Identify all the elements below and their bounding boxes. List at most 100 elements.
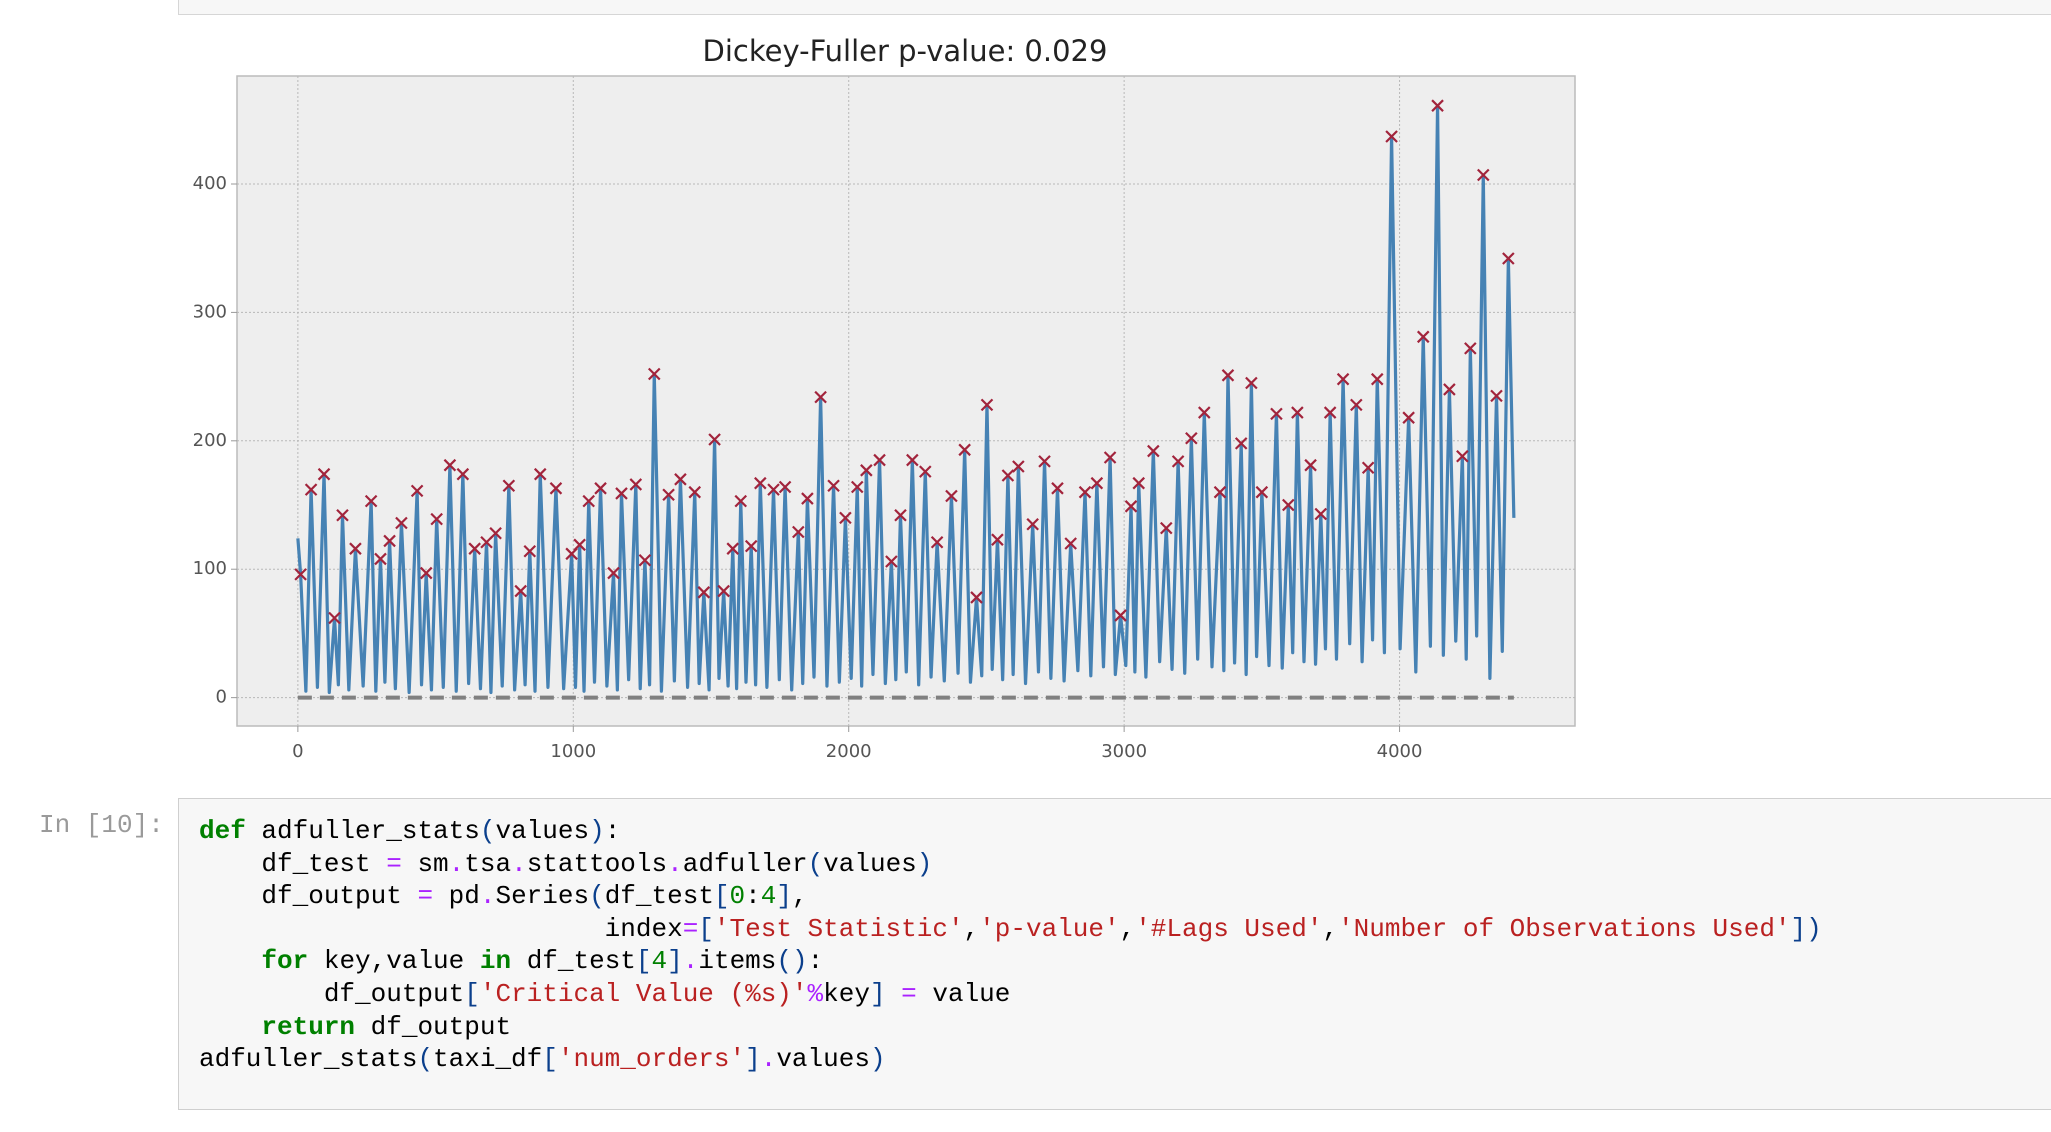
peak-marker <box>662 488 675 502</box>
peak-marker <box>1477 168 1490 182</box>
code-line: for key,value in df_test[4].items(): <box>261 946 824 977</box>
code-line: def adfuller_stats(values): <box>199 816 621 846</box>
peak-marker <box>1064 537 1077 550</box>
x-tick-label: 2000 <box>826 741 872 762</box>
peak-marker <box>328 611 341 625</box>
peak-marker <box>1159 521 1173 535</box>
peak-marker <box>629 478 643 491</box>
peak-marker <box>726 542 740 555</box>
y-tick-label: 400 <box>193 173 227 194</box>
y-tick-label: 100 <box>193 558 227 579</box>
peak-marker <box>615 487 628 500</box>
code-line: df_test = sm.tsa.stattools.adfuller(valu… <box>199 848 933 879</box>
peak-marker <box>1171 455 1185 468</box>
code: def adfuller_stats(values): df_test = sm… <box>199 815 1822 1076</box>
peak-marker <box>443 458 457 472</box>
peak-marker <box>1502 252 1515 265</box>
peak-marker <box>1245 376 1258 390</box>
peak-marker <box>744 539 758 553</box>
peak-marker <box>1314 507 1328 521</box>
peak-marker <box>708 433 721 446</box>
peak-marker <box>582 494 595 508</box>
peak-marker <box>349 542 362 555</box>
chart: Dickey-Fuller p-value: 0.029 0 1000 2000 30… <box>193 34 1576 762</box>
peak-marker <box>1291 406 1304 419</box>
peak-marker <box>860 464 873 477</box>
peak-marker <box>502 479 516 493</box>
peak-marker <box>1001 469 1015 482</box>
peak-marker <box>970 591 983 604</box>
code-line: index=['Test Statistic','p-value','#Lags… <box>199 913 1822 944</box>
peak-marker <box>1370 372 1384 386</box>
peak-marker <box>294 568 307 581</box>
peak-marker <box>1012 460 1025 473</box>
code-cell[interactable]: def adfuller_stats(values): df_test = sm… <box>178 798 2051 1110</box>
peak-marker <box>1213 485 1227 499</box>
peak-marker <box>1234 437 1248 450</box>
peak-marker <box>468 542 481 555</box>
peak-marker <box>1282 498 1295 512</box>
peak-marker <box>1132 476 1146 490</box>
peak-marker <box>364 494 378 508</box>
peak-marker <box>573 538 586 552</box>
chart-title: Dickey-Fuller p-value: 0.029 <box>703 34 1108 68</box>
y-tick-label: 200 <box>193 430 227 451</box>
peak-marker <box>906 453 919 467</box>
peak-marker <box>688 485 702 499</box>
x-tick-label: 4000 <box>1377 741 1423 762</box>
peak-marker <box>1185 431 1198 445</box>
peak-marker <box>717 584 730 598</box>
peak-marker <box>514 584 527 598</box>
peak-marker <box>1350 398 1363 412</box>
peak-marker <box>1323 406 1337 419</box>
peak-marker <box>1090 476 1104 490</box>
peak-marker <box>489 526 502 540</box>
peak-marker <box>336 509 349 522</box>
code-line: df_output = pd.Series(df_test[0:4], <box>199 881 808 912</box>
peak-marker <box>850 480 864 494</box>
peak-marker <box>1385 130 1398 143</box>
peak-marker <box>304 483 318 496</box>
peak-marker <box>767 483 780 496</box>
peak-marker <box>523 544 537 558</box>
peak-marker <box>1402 411 1415 424</box>
x-tick-label: 3000 <box>1101 741 1147 762</box>
peak-marker <box>1304 458 1317 472</box>
peak-marker <box>827 479 840 493</box>
peak-marker <box>873 453 886 467</box>
peak-marker <box>1255 485 1269 499</box>
peak-marker <box>1038 455 1051 468</box>
peak-marker <box>1124 500 1138 513</box>
peak-marker <box>383 534 396 548</box>
peak-marker <box>1103 451 1117 464</box>
peak-marker <box>647 367 661 381</box>
peak-marker <box>1464 342 1477 355</box>
peak-marker <box>594 482 607 495</box>
peak-marker <box>697 586 711 599</box>
peak-marker <box>533 467 547 481</box>
peak-marker <box>930 535 944 549</box>
series-line <box>296 104 1516 695</box>
code-line: df_output['Critical Value (%s)'%key] = v… <box>199 978 1011 1009</box>
peak-marker <box>885 555 898 568</box>
peak-marker <box>1431 99 1444 112</box>
x-tick-label: 0 <box>292 741 303 762</box>
peak-marker <box>980 398 994 412</box>
peak-marker <box>317 467 331 481</box>
peak-marker <box>1078 485 1092 499</box>
peak-marker <box>638 553 652 567</box>
y-tick-label: 300 <box>193 301 227 322</box>
code-line: return df_output <box>261 1011 512 1042</box>
peak-marker <box>754 476 767 490</box>
peak-marker <box>419 566 433 580</box>
y-tick-label: 0 <box>216 687 227 708</box>
peak-marker <box>1456 449 1469 463</box>
peak-marker <box>1416 330 1430 344</box>
data <box>294 99 1516 700</box>
peak-marker <box>945 489 958 503</box>
peak-marker <box>734 494 748 508</box>
peak-marker <box>1361 461 1375 475</box>
peak-marker <box>395 516 408 530</box>
peak-marker <box>792 525 805 539</box>
